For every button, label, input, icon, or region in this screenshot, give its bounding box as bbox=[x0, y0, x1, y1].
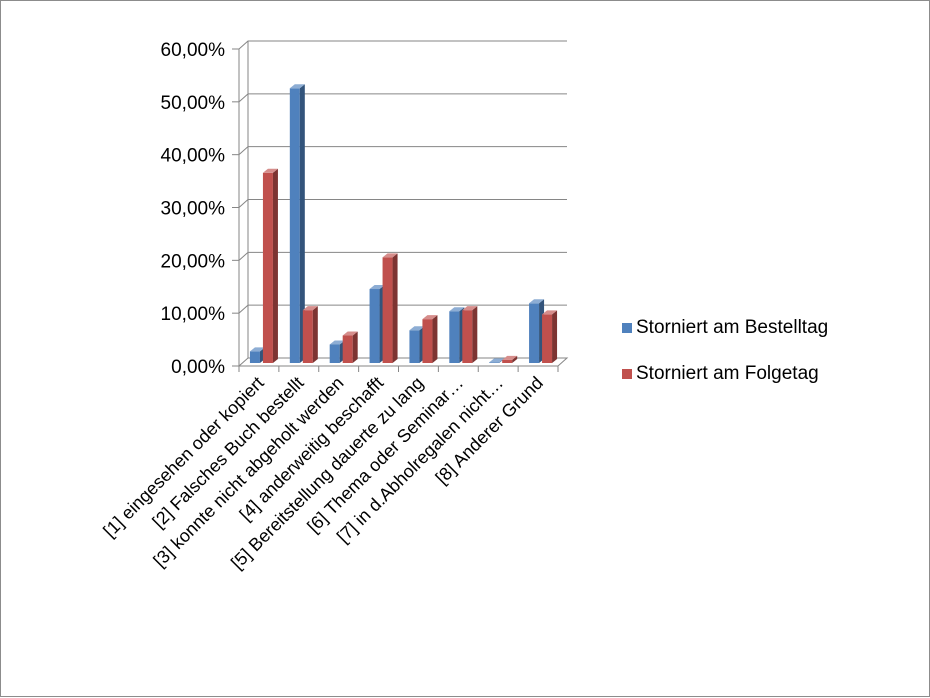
bar-folgetag bbox=[502, 355, 518, 363]
y-tick-label: 50,00% bbox=[161, 93, 226, 114]
y-tick-label: 10,00% bbox=[161, 304, 226, 325]
bar-side bbox=[352, 331, 358, 363]
legend: Storniert am Bestelltag Storniert am Folg… bbox=[622, 317, 828, 384]
bar-side bbox=[472, 306, 478, 363]
gridline bbox=[238, 251, 567, 261]
bar-front bbox=[489, 362, 500, 363]
bar-front bbox=[422, 319, 433, 363]
bar-front bbox=[409, 330, 420, 363]
gridlines bbox=[232, 40, 567, 367]
bar-front bbox=[342, 335, 353, 363]
bar-top bbox=[502, 355, 518, 360]
bar-front bbox=[289, 88, 300, 364]
bar-bestelltag bbox=[249, 347, 265, 363]
bar-folgetag bbox=[262, 168, 278, 363]
bar-bestelltag bbox=[409, 326, 425, 363]
bar-folgetag bbox=[422, 315, 438, 363]
bar-bestelltag bbox=[289, 84, 305, 364]
bar-bestelltag bbox=[369, 285, 385, 363]
x-axis-ticks: [1] eingesehen oder kopiert[2] Falsches … bbox=[99, 366, 559, 573]
y-tick-label: 60,00% bbox=[161, 40, 226, 61]
chart-walls bbox=[237, 41, 569, 367]
bar-front bbox=[382, 257, 393, 363]
bar-side bbox=[392, 253, 398, 363]
floor bbox=[237, 357, 569, 367]
bar-bestelltag bbox=[449, 307, 465, 363]
gridline bbox=[238, 40, 567, 50]
bar-side bbox=[299, 84, 305, 364]
bars bbox=[249, 84, 558, 364]
bar-top bbox=[262, 168, 278, 173]
y-tick-label: 30,00% bbox=[161, 199, 226, 220]
bar-top bbox=[369, 285, 385, 290]
bar-top bbox=[409, 326, 425, 331]
bar-side bbox=[552, 310, 558, 363]
bar-folgetag bbox=[342, 331, 358, 363]
bar-top bbox=[302, 306, 318, 311]
bar-front bbox=[529, 303, 540, 363]
bar-top bbox=[449, 307, 465, 312]
y-tick-label: 0,00% bbox=[171, 357, 225, 378]
bar-front bbox=[302, 310, 313, 363]
bar-front bbox=[502, 359, 513, 363]
y-tick-label: 20,00% bbox=[161, 251, 226, 272]
gridline bbox=[238, 146, 567, 156]
bar-front bbox=[329, 344, 340, 363]
bar-folgetag bbox=[382, 253, 398, 363]
bar-top bbox=[462, 306, 478, 311]
bar-top bbox=[542, 310, 558, 315]
bar-top bbox=[289, 84, 305, 89]
y-axis-ticks: 0,00% 10,00% 20,00% 30,00% 40,00% 50,00% 60,00… bbox=[161, 40, 226, 378]
bar-top bbox=[529, 299, 545, 304]
gridline bbox=[238, 304, 567, 314]
bar-front bbox=[249, 351, 260, 363]
bar-front bbox=[462, 310, 473, 363]
bar-side bbox=[512, 355, 518, 363]
bar-front bbox=[449, 311, 460, 363]
bar-front bbox=[262, 172, 273, 363]
bar-bestelltag bbox=[529, 299, 545, 363]
legend-swatch bbox=[622, 369, 632, 379]
legend-label: Storniert am Bestelltag bbox=[636, 317, 828, 338]
bar-side bbox=[272, 168, 278, 363]
y-tick-label: 40,00% bbox=[161, 146, 226, 167]
bar-front bbox=[542, 314, 553, 363]
bar-side bbox=[312, 306, 318, 363]
bar-folgetag bbox=[462, 306, 478, 363]
bar-bestelltag bbox=[329, 340, 345, 363]
bar-top bbox=[422, 315, 438, 320]
legend-label: Storniert am Folgetag bbox=[636, 363, 819, 384]
gridline bbox=[238, 93, 567, 103]
legend-swatch bbox=[622, 323, 632, 333]
bar-side bbox=[432, 315, 438, 363]
bar-front bbox=[369, 289, 380, 363]
bar-folgetag bbox=[302, 306, 318, 363]
bar-top bbox=[489, 358, 505, 363]
bar-top bbox=[329, 340, 345, 345]
gridline bbox=[238, 199, 567, 208]
bar-top bbox=[249, 347, 265, 352]
bar-top bbox=[342, 331, 358, 336]
bar-top bbox=[382, 253, 398, 258]
bar-folgetag bbox=[542, 310, 558, 363]
